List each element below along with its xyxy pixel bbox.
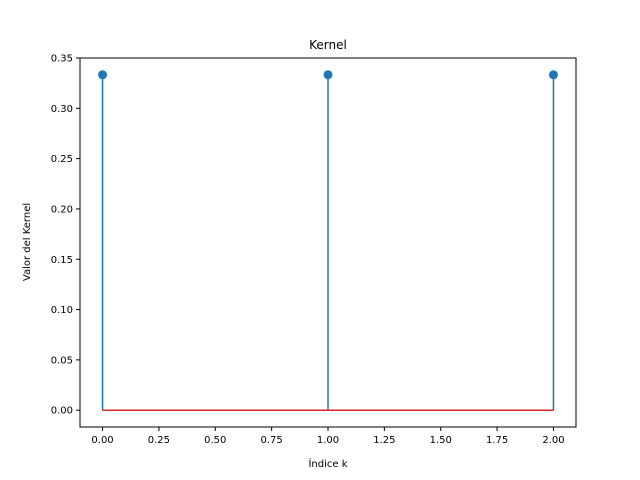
- y-tick-label: 0.20: [51, 204, 73, 215]
- y-axis-ticks: 0.00 0.05 0.10 0.15 0.20 0.25 0.30 0.35: [51, 54, 80, 417]
- axes-frame: [79, 57, 577, 428]
- y-axis-label: Valor del Kernel: [22, 203, 33, 281]
- y-tick-label: 0.10: [51, 305, 73, 316]
- plot-area: [98, 70, 558, 411]
- y-tick-label: 0.05: [51, 355, 73, 366]
- y-tick-label: 0.30: [51, 104, 73, 115]
- x-tick-label: 0.25: [148, 435, 170, 446]
- x-tick-label: 2.00: [542, 435, 564, 446]
- x-axis-label: Índice k: [308, 457, 347, 470]
- x-tick-label: 0.50: [204, 435, 226, 446]
- chart-title: Kernel: [309, 38, 347, 52]
- x-tick-label: 0.00: [91, 435, 113, 446]
- stem-marker: [98, 70, 108, 80]
- x-tick-label: 1.75: [486, 435, 508, 446]
- x-axis-ticks: 0.00 0.25 0.50 0.75 1.00 1.25 1.50 1.75 2.00: [91, 427, 565, 446]
- x-tick-label: 1.50: [430, 435, 452, 446]
- y-tick-label: 0.15: [51, 255, 73, 266]
- stem-marker: [548, 70, 558, 80]
- y-tick-label: 0.00: [51, 406, 73, 417]
- x-tick-label: 0.75: [261, 435, 283, 446]
- y-tick-label: 0.25: [51, 154, 73, 165]
- x-tick-label: 1.00: [317, 435, 339, 446]
- y-tick-label: 0.35: [51, 54, 73, 65]
- x-tick-label: 1.25: [373, 435, 395, 446]
- stem-marker: [323, 70, 333, 80]
